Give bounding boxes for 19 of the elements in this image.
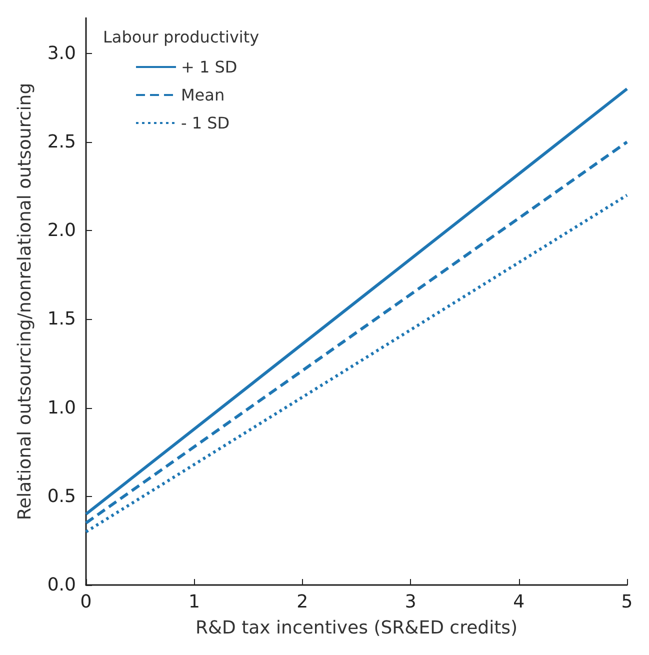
legend-label: Mean bbox=[181, 86, 225, 104]
x-tick-label: 4 bbox=[513, 592, 525, 612]
x-tick-label: 2 bbox=[296, 592, 308, 612]
y-tick-label: 0.0 bbox=[47, 574, 76, 596]
y-tick-label: 1.5 bbox=[47, 308, 76, 330]
y-tick-label: 1.0 bbox=[47, 397, 76, 418]
x-tick-label: 5 bbox=[621, 592, 633, 612]
legend-title: Labour productivity bbox=[103, 28, 260, 46]
y-tick-label: 2.0 bbox=[47, 220, 76, 242]
x-tick-label: 1 bbox=[188, 592, 200, 612]
x-axis-title: R&D tax incentives (SR&ED credits) bbox=[195, 618, 518, 638]
x-tick-label: 0 bbox=[80, 592, 92, 612]
x-tick-label: 3 bbox=[404, 592, 416, 612]
y-axis-title: Relational outsourcing/nonrelational outsourcing bbox=[14, 82, 36, 520]
y-tick-label: 0.5 bbox=[47, 486, 76, 507]
legend-label: - 1 SD bbox=[181, 114, 230, 132]
y-tick-label: 2.5 bbox=[47, 132, 76, 153]
y-tick-label: 3.0 bbox=[47, 42, 76, 64]
legend-label: + 1 SD bbox=[181, 58, 238, 76]
